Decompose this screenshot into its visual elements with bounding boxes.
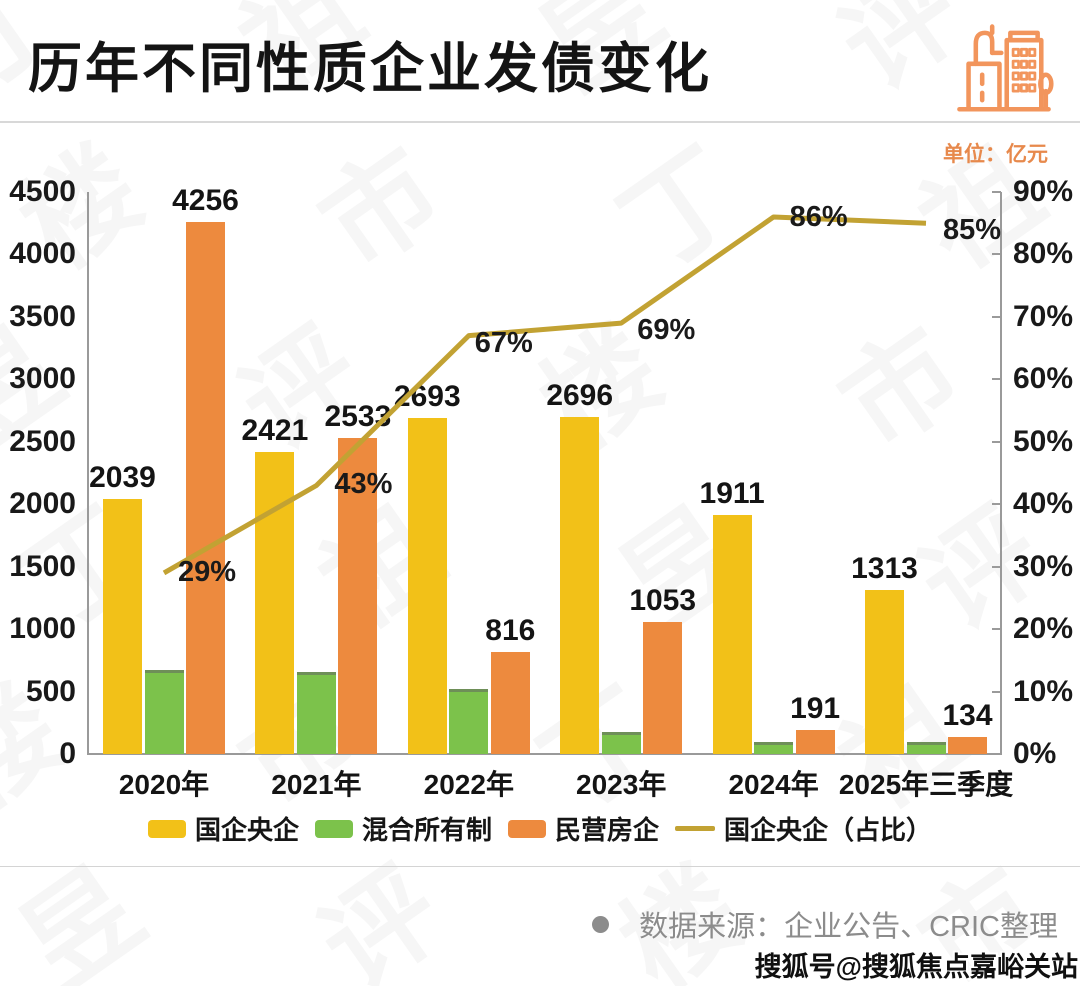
right-axis-tick: 90% [1013,175,1074,208]
right-axis-tickmark [992,378,1001,381]
bar-value-label: 134 [942,699,993,733]
bar-国企央企 [865,590,904,754]
legend-item: 国企央企（占比） [675,810,932,847]
bar-value-label: 1313 [851,552,918,586]
header-divider [0,121,1080,123]
bar-value-label: 4256 [172,184,239,218]
buildings-icon [954,8,1054,116]
left-axis-tick: 500 [25,674,76,708]
footer-divider [0,866,1080,867]
right-axis-tick: 40% [1013,487,1074,521]
line-point-label: 85% [943,214,1002,247]
source-text: 数据来源：企业公告、CRIC整理 [639,911,1058,943]
legend-item: 国企央企 [147,810,299,847]
left-axis-tick: 0 [59,737,76,770]
left-axis-tick: 2000 [9,487,76,521]
left-axis-tick: 3500 [9,299,76,333]
legend-swatch-icon [508,819,546,838]
bar-民营房企 [643,622,683,754]
right-axis-tickmark [992,690,1001,693]
bar-民营房企 [186,222,225,754]
bar-value-label: 2533 [324,399,392,433]
bar-混合所有制 [296,671,336,754]
legend-label: 国企央企（占比） [724,815,933,845]
bar-混合所有制 [601,731,641,754]
bar-value-label: 816 [485,614,536,648]
right-axis-tickmark [992,753,1001,755]
right-axis-tick: 60% [1013,362,1074,396]
left-axis-tick: 4500 [9,175,76,208]
bar-value-label: 2696 [546,379,614,413]
right-axis-tickmark [992,191,1001,193]
right-axis-tickmark [992,565,1001,568]
ratio-line [162,214,927,576]
bar-value-label: 2421 [241,413,309,447]
left-axis-tick: 4000 [9,237,76,271]
x-axis-label: 2023年 [576,769,667,800]
x-axis-label: 2020年 [118,769,210,800]
bar-民营房企 [948,737,987,754]
line-point-label: 86% [789,200,848,233]
legend-label: 民营房企 [555,815,660,845]
left-axis-tick: 1000 [9,612,76,646]
source-row: 数据来源：企业公告、CRIC整理 [592,903,1058,945]
unit-label: 单位：亿元 [943,143,1048,166]
page-title: 历年不同性质企业发债变化 [28,39,712,99]
bar-混合所有制 [449,689,489,754]
bar-value-label: 2039 [89,461,156,495]
right-axis-tickmark [992,315,1001,318]
right-axis-tickmark [992,628,1001,631]
right-axis-tickmark [992,503,1001,506]
left-axis-tick: 2500 [9,424,76,458]
right-axis-tickmark [992,253,1001,256]
right-axis-tick: 10% [1013,674,1074,708]
bar-国企央企 [712,515,752,754]
bar-混合所有制 [754,741,794,754]
right-axis-line [1000,192,1002,754]
bar-国企央企 [560,417,600,754]
x-axis-label: 2022年 [423,769,514,800]
line-point-label: 43% [334,468,393,501]
legend-swatch-icon [147,819,186,838]
left-axis-tick: 3000 [9,362,76,396]
line-point-label: 69% [637,314,696,347]
legend-swatch-icon [675,826,716,831]
right-axis-tick: 30% [1013,549,1074,583]
bar-民营房企 [795,730,835,754]
bar-value-label: 191 [790,692,841,726]
x-axis-label: 2021年 [271,769,362,800]
left-axis-tick: 1500 [9,549,76,583]
bar-国企央企 [407,417,447,754]
line-point-label: 67% [474,326,533,359]
legend-label: 混合所有制 [361,815,492,845]
right-axis-tick: 20% [1013,612,1074,646]
bar-混合所有制 [144,670,184,754]
legend: 国企央企 混合所有制 民营房企 国企央企（占比） [0,810,1080,847]
x-axis-label: 2025年三季度 [838,769,1014,800]
bar-民营房企 [338,437,378,754]
bar-国企央企 [103,499,142,754]
legend-label: 国企央企 [194,815,299,845]
right-axis-tick: 50% [1013,424,1074,458]
left-axis-line [87,192,89,754]
legend-swatch-icon [314,819,353,838]
bar-民营房企 [490,652,530,754]
x-axis-label: 2024年 [728,769,819,800]
bullet-dot-icon [592,915,610,933]
bar-value-label: 1911 [699,477,765,511]
publisher-watermark: 搜狐号@搜狐焦点嘉峪关站 [754,952,1078,982]
x-axis-line [87,753,1002,755]
bar-混合所有制 [906,741,946,754]
bar-value-label: 1053 [629,584,697,618]
line-point-label: 29% [178,555,237,588]
legend-item: 混合所有制 [314,810,492,847]
right-axis-tick: 80% [1013,237,1074,271]
right-axis-tick: 0% [1013,737,1057,770]
legend-item: 民营房企 [508,810,659,847]
right-axis-tickmark [992,440,1001,443]
right-axis-tick: 70% [1013,299,1074,333]
